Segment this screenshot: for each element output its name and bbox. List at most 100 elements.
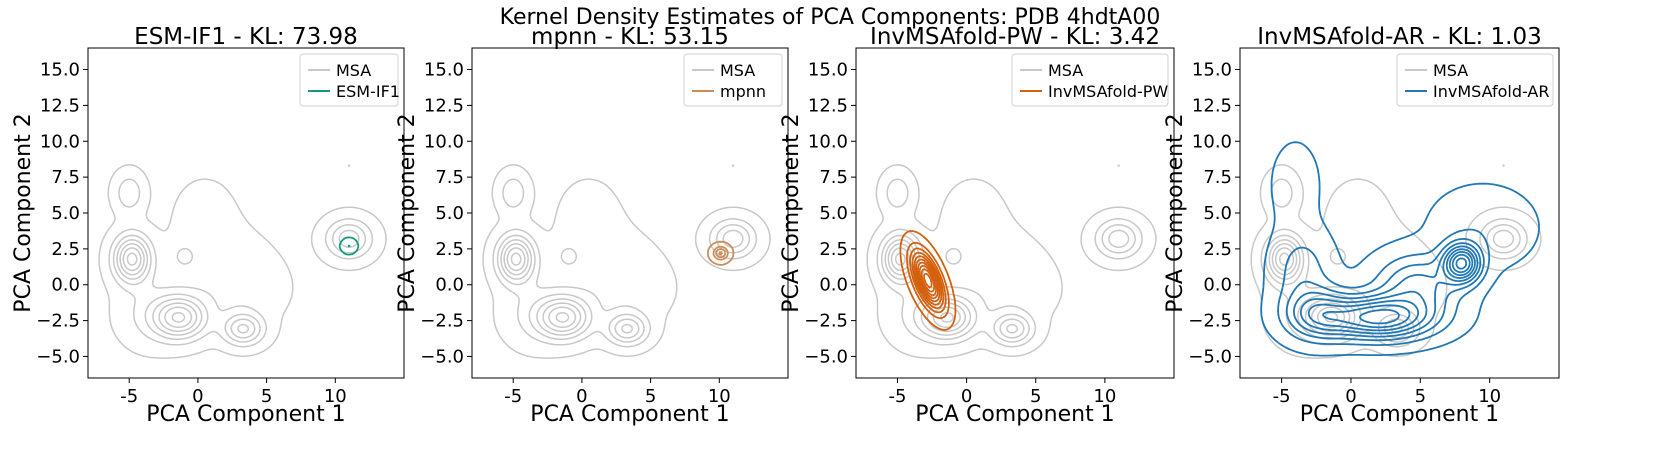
y-tick-label: 5.0	[435, 203, 464, 224]
x-tick-label: 5	[1030, 386, 1041, 407]
msa-contour	[866, 164, 1157, 359]
msa-contour	[506, 247, 577, 329]
msa-contour	[122, 247, 193, 329]
legend-label: InvMSAfold-AR	[1433, 82, 1549, 101]
legend-box	[1011, 53, 1169, 107]
panel-title: InvMSAfold-AR - KL: 1.03	[1257, 24, 1542, 50]
y-tick-label: 12.5	[808, 95, 848, 116]
legend: MSA InvMSAfold-AR	[1396, 53, 1554, 107]
x-tick-label: -5	[889, 386, 907, 407]
y-tick-label: 7.5	[1203, 167, 1232, 188]
x-tick-label: 5	[1415, 386, 1426, 407]
x-tick-label: -5	[504, 386, 522, 407]
y-tick-label: −5.0	[804, 346, 848, 367]
model-contour	[1307, 248, 1476, 332]
y-tick-label: 15.0	[424, 60, 464, 81]
x-tick-label: 0	[1345, 386, 1356, 407]
x-tick-label: 0	[961, 386, 972, 407]
y-tick-label: 2.5	[819, 239, 848, 260]
model-contour	[1260, 141, 1540, 357]
x-axis-label: PCA Component 1	[1300, 402, 1499, 427]
x-tick-label: 0	[192, 386, 203, 407]
panel-title: ESM-IF1 - KL: 73.98	[134, 24, 358, 50]
y-axis-label: PCA Component 2	[395, 113, 420, 312]
x-tick-label: 5	[261, 386, 272, 407]
legend-box	[299, 53, 399, 107]
y-tick-label: 15.0	[808, 60, 848, 81]
plot-area	[866, 164, 1157, 359]
y-tick-label: 10.0	[424, 131, 464, 152]
y-tick-label: −2.5	[420, 311, 464, 332]
model-contour	[906, 241, 950, 319]
x-tick-label: 0	[576, 386, 587, 407]
y-tick-label: 0.0	[1203, 275, 1232, 296]
y-tick-label: 2.5	[1203, 239, 1232, 260]
panel-3: -5 0 5 10 −5.0 −2.5 0.0 2.5 5.0 7.5 10.0 12.5 15.0 In…	[779, 24, 1175, 427]
msa-outlier-point	[347, 164, 351, 167]
model-contour	[718, 250, 724, 256]
model-contour	[913, 255, 943, 306]
y-tick-label: 12.5	[424, 95, 464, 116]
x-tick-label: 10	[324, 386, 347, 407]
model-contour	[707, 240, 735, 266]
model-contour	[712, 245, 729, 261]
model-contour	[911, 251, 945, 310]
legend-label: MSA	[336, 61, 371, 80]
y-tick-label: 7.5	[819, 167, 848, 188]
model-contour	[1285, 238, 1485, 342]
y-tick-label: 10.0	[808, 131, 848, 152]
y-tick-label: 0.0	[819, 275, 848, 296]
plot-area	[1250, 141, 1542, 359]
y-tick-label: 5.0	[819, 203, 848, 224]
y-tick-label: 5.0	[1203, 203, 1232, 224]
model-contour	[909, 247, 947, 314]
msa-contour	[503, 243, 634, 334]
x-axis-label: PCA Component 1	[530, 402, 729, 427]
panel-4: -5 0 5 10 −5.0 −2.5 0.0 2.5 5.0 7.5 10.0 12.5 15.0 In…	[1163, 24, 1560, 427]
x-axis-label: PCA Component 1	[146, 402, 345, 427]
y-tick-label: 2.5	[51, 239, 80, 260]
y-tick-label: 10.0	[40, 131, 80, 152]
msa-contour	[119, 243, 250, 334]
y-tick-label: −5.0	[420, 346, 464, 367]
panel-1: -5 0 5 10 −5.0 −2.5 0.0 2.5 5.0 7.5 10.0 12.5 15.0 ES…	[11, 24, 405, 427]
y-axis-label: PCA Component 2	[1163, 113, 1188, 312]
y-tick-label: −2.5	[804, 311, 848, 332]
legend-label: InvMSAfold-PW	[1048, 82, 1168, 101]
panel-title: InvMSAfold-PW - KL: 3.42	[870, 24, 1160, 50]
msa-outlier-point	[1502, 164, 1505, 167]
x-tick-label: 10	[708, 386, 731, 407]
model-contour	[1299, 245, 1479, 335]
legend-label: MSA	[720, 61, 755, 80]
msa-contour	[482, 164, 771, 359]
y-axis-label: PCA Component 2	[11, 113, 36, 312]
msa-contour	[876, 178, 1143, 348]
y-tick-label: 12.5	[1192, 95, 1232, 116]
msa-outlier-point	[731, 164, 735, 167]
model-contour	[1293, 242, 1482, 338]
msa-contour	[496, 224, 751, 343]
model-contour	[1455, 257, 1468, 270]
y-tick-label: 10.0	[1192, 131, 1232, 152]
y-tick-label: 12.5	[40, 95, 80, 116]
model-contour	[899, 230, 957, 331]
y-tick-label: 0.0	[435, 275, 464, 296]
legend: MSA InvMSAfold-PW	[1011, 53, 1169, 107]
msa-contour	[510, 252, 570, 323]
y-tick-label: 7.5	[51, 167, 80, 188]
legend: MSA ESM-IF1	[299, 53, 400, 107]
legend-box	[683, 53, 783, 107]
legend-label: mpnn	[720, 82, 766, 101]
model-contour	[917, 261, 939, 300]
y-tick-label: −5.0	[36, 346, 80, 367]
msa-outlier-point	[1117, 164, 1120, 167]
msa-contour	[492, 178, 758, 348]
x-tick-label: 10	[1093, 386, 1116, 407]
model-contour	[923, 272, 933, 289]
legend-box	[1396, 53, 1554, 107]
legend-label: MSA	[1048, 61, 1083, 80]
model-contour	[338, 236, 360, 256]
plot-area	[482, 164, 771, 359]
model-contour	[715, 248, 727, 259]
